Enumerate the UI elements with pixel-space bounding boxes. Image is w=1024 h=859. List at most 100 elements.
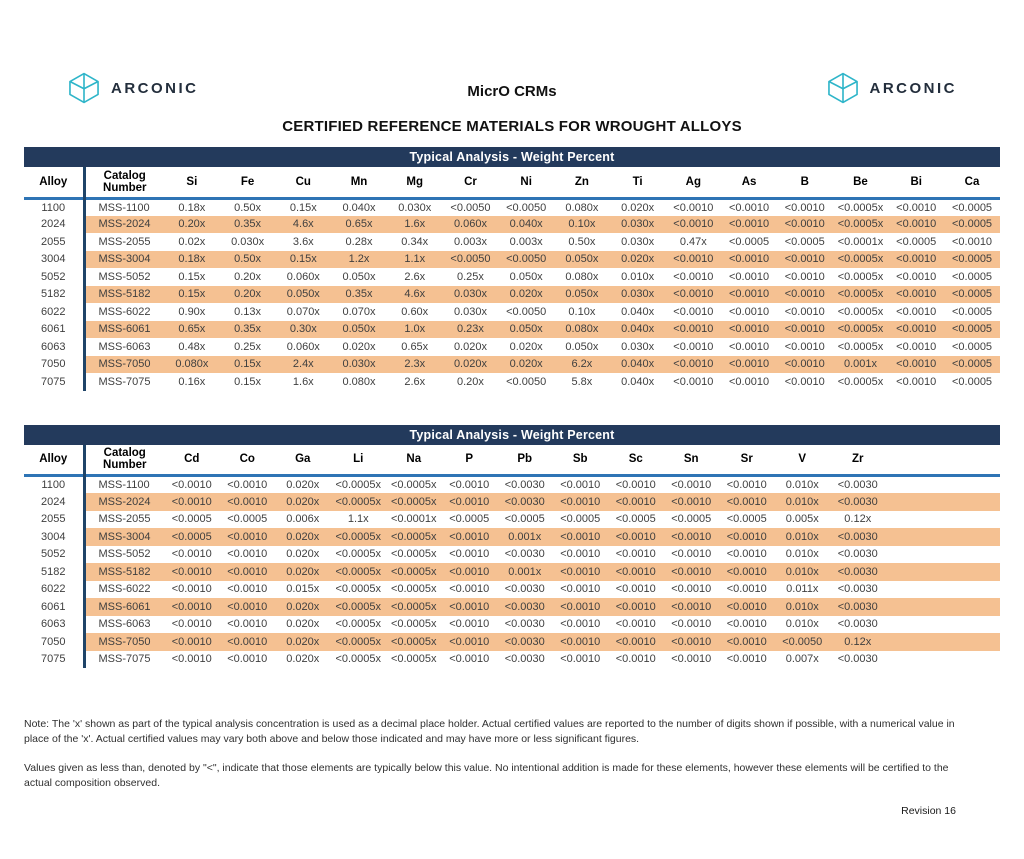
value-cell: <0.0050 [506, 375, 547, 388]
column-header: Zn [574, 175, 589, 188]
alloy-cell: 6061 [41, 323, 66, 336]
column-header: Fe [240, 175, 255, 188]
value-cell: 0.12x [844, 513, 872, 526]
value-cell: <0.0010 [171, 479, 212, 491]
value-cell: <0.0005x [837, 270, 884, 283]
table-row: 6063 MSS-6063 <0.0010 <0.0010 0.020x <0.0005x… [24, 615, 1000, 633]
value-cell: <0.0010 [726, 479, 767, 491]
value-cell: <0.0010 [896, 340, 937, 353]
value-cell: 0.050x [275, 285, 332, 303]
value-cell: <0.0005 [164, 528, 220, 546]
value-cell: <0.0030 [837, 618, 878, 631]
value-cell: <0.0005x [335, 479, 382, 491]
table-row: 5052 MSS-5052 0.15x 0.20x 0.060x 0.050x 2.6x 0.… [24, 268, 1000, 286]
value-cell: <0.0030 [497, 633, 553, 651]
value-cell: <0.0010 [560, 583, 601, 596]
value-cell: <0.0010 [671, 618, 712, 631]
value-cell: <0.0010 [560, 653, 601, 666]
value-cell: <0.0005x [386, 633, 442, 651]
table-row: 5182 MSS-5182 0.15x 0.20x 0.050x 0.35x 4.6x 0.0… [24, 285, 1000, 303]
brand-name: ARCONIC [869, 79, 957, 97]
value-cell: 0.65x [331, 215, 387, 233]
column-header: As [741, 175, 757, 188]
value-cell: <0.0050 [506, 305, 547, 318]
value-cell: 0.020x [275, 598, 331, 616]
alloy-cell: 5182 [41, 565, 66, 578]
value-cell: 0.50x [568, 235, 596, 248]
value-cell: <0.0005x [390, 583, 437, 596]
value-cell: 0.34x [401, 235, 429, 248]
value-cell: 0.011x [786, 583, 819, 596]
value-cell: <0.0030 [837, 653, 878, 666]
filler-cell [886, 445, 1001, 476]
value-cell: 0.010x [774, 563, 830, 581]
value-cell: <0.0005x [832, 320, 889, 338]
value-cell: <0.0010 [171, 653, 212, 666]
value-cell: 0.010x [774, 493, 830, 511]
value-cell: 0.001x [497, 563, 553, 581]
catalog-cell: MSS-6022 [82, 303, 164, 321]
value-cell: 0.080x [342, 375, 376, 388]
catalog-cell: MSS-7050 [82, 355, 164, 373]
catalog-cell: MSS-2055 [82, 510, 164, 528]
value-cell: <0.0010 [560, 479, 601, 491]
value-cell: <0.0010 [449, 583, 490, 596]
value-cell: <0.0030 [504, 618, 545, 631]
value-cell: 0.020x [286, 618, 320, 631]
value-cell: 0.050x [509, 270, 543, 283]
value-cell: 1.6x [292, 375, 314, 388]
value-cell: <0.0030 [837, 583, 878, 596]
value-cell: <0.0005x [386, 598, 442, 616]
value-cell: <0.0005 [951, 201, 993, 214]
value-cell: 0.050x [331, 320, 387, 338]
value-cell: 2.4x [275, 355, 332, 373]
value-cell: 0.015x [286, 583, 320, 596]
value-cell: <0.0010 [671, 548, 712, 561]
value-cell: <0.0010 [663, 563, 719, 581]
catalog-cell: MSS-3004 [82, 528, 164, 546]
value-cell: 0.30x [275, 320, 332, 338]
value-cell: <0.0010 [449, 618, 490, 631]
filler-cell [885, 563, 1000, 581]
column-header: Ag [685, 175, 701, 188]
column-header: Ga [295, 453, 311, 466]
catalog-cell: MSS-7075 [82, 650, 164, 668]
value-cell: 0.001x [497, 528, 553, 546]
value-cell: <0.0005x [330, 528, 386, 546]
table-row: 2024 MSS-2024 0.20x 0.35x 4.6x 0.65x 1.6x 0.060… [24, 215, 1000, 233]
value-cell: <0.0010 [721, 215, 777, 233]
alloy-cell: 7050 [41, 635, 66, 648]
value-cell: 0.15x [164, 285, 220, 303]
value-cell: <0.0005 [951, 270, 993, 283]
value-cell: <0.0005x [837, 305, 884, 318]
product-title: MicrO CRMs [467, 83, 557, 100]
value-cell: <0.0010 [784, 201, 825, 214]
value-cell: <0.0005x [832, 250, 889, 268]
value-cell: 0.030x [621, 340, 655, 353]
value-cell: <0.0010 [552, 598, 608, 616]
value-cell: 0.020x [442, 355, 499, 373]
value-cell: 1.1x [386, 250, 443, 268]
value-cell: 0.10x [554, 215, 610, 233]
value-cell: 0.15x [275, 250, 332, 268]
value-cell: <0.0050 [774, 633, 830, 651]
value-cell: 0.10x [568, 305, 596, 318]
value-cell: 0.040x [621, 305, 655, 318]
value-cell: <0.0010 [896, 375, 937, 388]
value-cell: 0.006x [286, 513, 320, 526]
value-cell: 0.16x [178, 375, 206, 388]
table-row: 7050 MSS-7050 0.080x 0.15x 2.4x 0.030x 2.3x 0.0… [24, 355, 1000, 373]
value-cell: <0.0005 [560, 513, 601, 526]
value-cell: <0.0010 [219, 493, 275, 511]
value-cell: 0.35x [331, 285, 387, 303]
table-row: 6063 MSS-6063 0.48x 0.25x 0.060x 0.020x 0.65x 0… [24, 338, 1000, 356]
value-cell: <0.0005 [944, 355, 1000, 373]
value-cell: <0.0005 [951, 375, 993, 388]
value-cell: 0.010x [785, 479, 819, 491]
alloy-cell: 7050 [41, 358, 66, 371]
table-row: 6061 MSS-6061 0.65x 0.35x 0.30x 0.050x 1.0x 0.2… [24, 320, 1000, 338]
value-cell: <0.0030 [504, 479, 545, 491]
value-cell: <0.0010 [888, 250, 945, 268]
value-cell: <0.0030 [830, 598, 886, 616]
value-cell: 0.020x [609, 250, 666, 268]
